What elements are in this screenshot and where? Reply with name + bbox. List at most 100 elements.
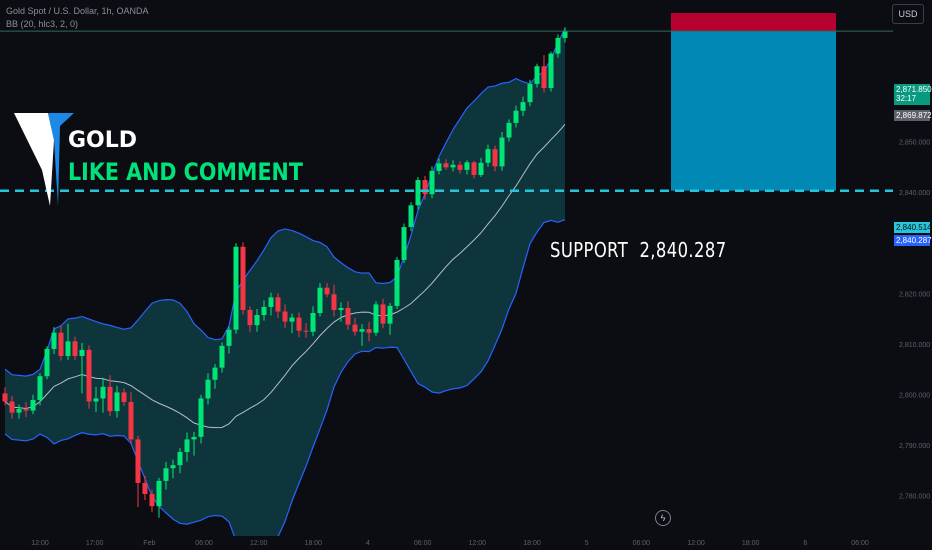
- candle-body: [366, 329, 372, 333]
- candle: [373, 301, 379, 336]
- symbol-header: Gold Spot / U.S. Dollar, 1h, OANDA: [6, 6, 149, 16]
- candle-body: [464, 162, 470, 170]
- candle-body: [9, 401, 15, 413]
- candle: [177, 448, 183, 474]
- candle: [261, 300, 267, 321]
- candle: [429, 166, 435, 199]
- candle: [534, 63, 540, 88]
- candle-body: [121, 392, 127, 402]
- candle: [240, 242, 246, 315]
- x-tick-label: 4: [366, 540, 370, 547]
- x-tick-label: 18:00: [523, 540, 541, 547]
- candle-body: [450, 164, 456, 168]
- candle-body: [128, 402, 134, 440]
- candle: [93, 386, 99, 413]
- candle: [345, 301, 351, 330]
- candle: [471, 160, 477, 179]
- candle-body: [520, 102, 526, 111]
- candle: [100, 377, 106, 413]
- candle-body: [44, 348, 50, 377]
- x-tick-label: 06:00: [414, 540, 432, 547]
- y-tick-label: 2,820.000: [899, 291, 930, 298]
- candle-body: [534, 66, 540, 84]
- candle-body: [506, 122, 512, 138]
- candle-body: [331, 294, 337, 310]
- candle: [485, 144, 491, 167]
- candle: [44, 346, 50, 380]
- candle-body: [198, 398, 204, 437]
- candle-body: [191, 436, 197, 440]
- candle: [324, 283, 330, 298]
- candle: [520, 96, 526, 117]
- candle-body: [282, 311, 288, 322]
- candle: [107, 375, 113, 417]
- time-axis: [0, 536, 932, 550]
- y-tick-label: 2,810.000: [899, 342, 930, 349]
- candle: [191, 431, 197, 456]
- x-tick-label: 17:00: [86, 540, 104, 547]
- candle: [121, 388, 127, 407]
- candle: [198, 394, 204, 444]
- candle-body: [219, 345, 225, 368]
- candle: [541, 55, 547, 93]
- candle: [289, 313, 295, 334]
- candle-body: [394, 259, 400, 306]
- candle: [331, 284, 337, 317]
- candle: [23, 402, 29, 418]
- candle-body: [275, 297, 281, 312]
- candle: [254, 308, 260, 332]
- candle: [499, 131, 505, 171]
- candle-body: [555, 37, 561, 54]
- candle: [464, 160, 470, 175]
- candle-body: [16, 409, 22, 413]
- candle: [9, 395, 15, 419]
- candle-body: [233, 246, 239, 330]
- candle: [303, 323, 309, 338]
- candle-body: [79, 349, 85, 356]
- prev-price-tag: 2,869.872: [894, 110, 932, 121]
- candle-body: [296, 317, 302, 331]
- y-tick-label: 2,850.000: [899, 140, 930, 147]
- candle: [135, 435, 141, 508]
- logo-icon: [14, 113, 74, 206]
- candle-body: [72, 341, 78, 356]
- candle-body: [23, 409, 29, 411]
- candle: [478, 157, 484, 177]
- call-to-action-text: LIKE AND COMMENT: [68, 158, 303, 186]
- indicator-header: BB (20, hlc3, 2, 0): [6, 19, 79, 29]
- candle-body: [212, 367, 218, 380]
- candle: [394, 256, 400, 309]
- candle: [275, 293, 281, 319]
- candle: [72, 336, 78, 361]
- lightning-icon[interactable]: ϟ: [655, 510, 671, 526]
- candle: [450, 160, 456, 172]
- candle-body: [100, 386, 106, 399]
- last-price-tag: 2,871.850 32:17: [894, 84, 932, 105]
- candle-body: [86, 349, 92, 402]
- candle-body: [93, 398, 99, 402]
- candle: [114, 385, 120, 418]
- candle-body: [135, 439, 141, 483]
- candle: [184, 432, 190, 462]
- candle-body: [2, 393, 8, 402]
- candle-body: [317, 287, 323, 314]
- candle: [268, 292, 274, 316]
- x-tick-label: 06:00: [633, 540, 651, 547]
- candle-body: [373, 304, 379, 333]
- candle: [51, 327, 57, 354]
- candle: [548, 51, 554, 92]
- candle: [359, 324, 365, 346]
- candle-body: [170, 465, 176, 469]
- candle-body: [443, 163, 449, 168]
- candle-body: [478, 162, 484, 175]
- currency-button[interactable]: USD: [892, 4, 924, 24]
- candle-body: [387, 305, 393, 324]
- candle: [387, 302, 393, 335]
- candle: [310, 306, 316, 337]
- candle-body: [513, 110, 519, 123]
- candle: [401, 223, 407, 263]
- candle: [16, 404, 22, 419]
- candle: [422, 175, 428, 200]
- candle: [296, 312, 302, 338]
